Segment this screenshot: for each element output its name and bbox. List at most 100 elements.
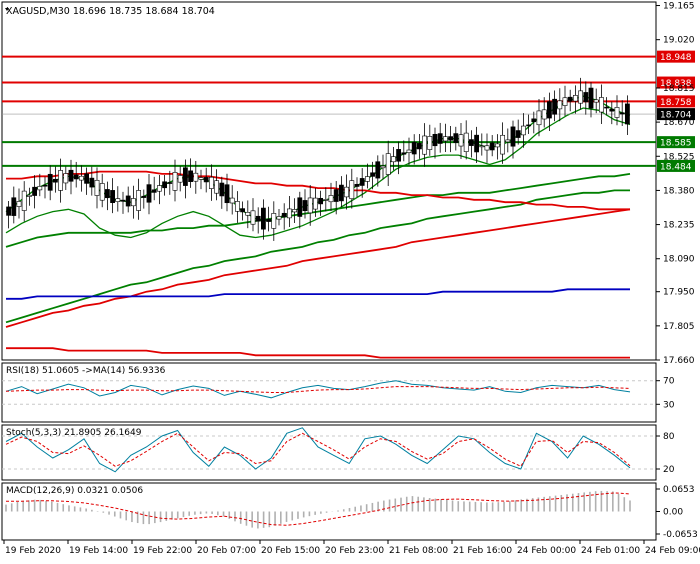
candle-body: [463, 132, 469, 152]
macd-signal-line: [6, 492, 631, 526]
candle-body: [609, 108, 615, 112]
candle-body: [42, 184, 48, 187]
candle-body: [484, 145, 490, 151]
candle-body: [209, 176, 214, 189]
candle-body: [593, 99, 599, 103]
rsi-series-line-0: [5, 380, 631, 399]
candle-body: [141, 195, 147, 198]
candle-body: [203, 177, 209, 183]
time-axis-label: 24 Feb 09:00: [645, 546, 700, 556]
candle-body: [167, 182, 173, 184]
candle-body: [229, 197, 235, 204]
candle-body: [598, 97, 604, 113]
candle-body: [125, 195, 131, 207]
current-price-label: 18.704: [660, 111, 692, 121]
price-axis-label: 18.525: [663, 152, 695, 162]
candle-body: [583, 92, 589, 103]
candle-body: [26, 194, 32, 197]
candle-body: [520, 125, 526, 136]
candle-body: [281, 212, 287, 218]
candle-body: [266, 219, 271, 222]
candle-body: [624, 103, 630, 125]
price-level-label: 18.948: [660, 53, 692, 63]
candle-body: [177, 175, 183, 183]
time-axis-label: 21 Feb 08:00: [389, 546, 448, 556]
candle-body: [370, 172, 375, 177]
candle-body: [52, 178, 58, 183]
candle-body: [510, 126, 516, 147]
candle-body: [448, 136, 453, 141]
price-axis-label: 18.815: [663, 84, 695, 94]
candle-body: [515, 130, 521, 138]
price-axis-label: 17.660: [663, 356, 695, 366]
candle-body: [604, 106, 609, 109]
candle-body: [562, 97, 568, 106]
time-axis-label: 19 Feb 2020: [5, 546, 61, 556]
candle-body: [172, 172, 178, 191]
candle-body: [32, 186, 37, 196]
candle-body: [437, 133, 443, 144]
time-axis-label: 21 Feb 16:00: [453, 546, 512, 556]
price-level-label: 18.838: [660, 79, 692, 89]
price-axis-label: 18.670: [663, 118, 695, 128]
candle-body: [333, 189, 339, 202]
candle-body: [359, 178, 365, 186]
candle-body: [219, 182, 225, 197]
time-axis-label: 20 Feb 15:00: [261, 546, 320, 556]
current-price-badge: [657, 108, 695, 121]
price-panel-frame: [1, 1, 657, 361]
price-level-label: 18.758: [660, 98, 692, 108]
moving-average-line-5: [6, 170, 630, 211]
candle-body: [489, 142, 495, 151]
price-axis-label: 17.805: [663, 322, 695, 332]
moving-average-line-7: [6, 347, 630, 359]
price-axis-label: 17.950: [663, 288, 695, 298]
candle-body: [619, 112, 625, 115]
macd-axis-label: 0.00: [663, 508, 683, 518]
candle-body: [214, 180, 219, 194]
candle-body: [286, 208, 292, 219]
candle-body: [614, 107, 620, 118]
candle-body: [458, 134, 464, 147]
time-axis-label: 19 Feb 14:00: [69, 546, 128, 556]
candle-body: [572, 95, 578, 102]
macd-axis-label: -0.0653: [663, 530, 698, 540]
candle-body: [432, 133, 438, 147]
candle-body: [276, 216, 282, 220]
candle-body: [536, 110, 542, 126]
candle-body: [94, 179, 100, 196]
candle-body: [380, 165, 386, 169]
candle-body: [99, 183, 105, 201]
candle-body: [58, 170, 63, 191]
price-level-badge: [657, 50, 695, 63]
candle-body: [375, 161, 381, 179]
candle-body: [541, 109, 547, 120]
moving-average-line-2: [5, 173, 631, 248]
candle-body: [245, 212, 251, 216]
moving-average-line-3: [5, 189, 630, 324]
price-level-badge: [657, 76, 695, 89]
candle-body: [328, 195, 334, 203]
candle-body: [474, 134, 479, 153]
price-chart-title: XAGUSD,M30 18.696 18.735 18.684 18.704: [6, 6, 215, 17]
moving-average-line-6: [6, 288, 630, 300]
candle-body: [557, 100, 563, 110]
candle-body: [505, 139, 511, 143]
candle-body: [131, 198, 136, 207]
candle-body: [385, 153, 391, 175]
candle-body: [416, 143, 422, 150]
rsi-title: RSI(18) 51.0605 ->MA(14) 56.9336: [6, 366, 166, 376]
candle-body: [453, 133, 459, 143]
candle-body: [84, 173, 89, 184]
candle-body: [63, 173, 69, 184]
time-axis-label: 20 Feb 07:00: [197, 546, 256, 556]
stoch-axis-label: 80: [663, 432, 675, 442]
candle-body: [546, 101, 552, 119]
candle-body: [390, 156, 396, 163]
macd-title: MACD(12,26,9) 0.0321 0.0506: [6, 486, 143, 496]
candle-body: [79, 175, 84, 181]
candle-body: [89, 177, 95, 188]
candle-body: [224, 184, 230, 204]
candle-body: [552, 98, 557, 115]
